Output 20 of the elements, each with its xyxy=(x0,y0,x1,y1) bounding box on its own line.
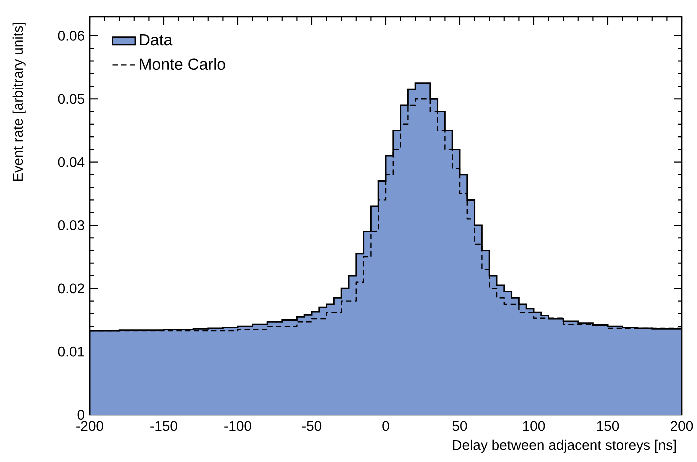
y-tick-label: 0.05 xyxy=(58,94,84,104)
x-tick-label: 100 xyxy=(523,421,546,432)
x-tick-label: 0 xyxy=(382,421,390,432)
x-axis-title: Delay between adjacent storeys [ns] xyxy=(453,440,676,453)
y-tick-label: 0.02 xyxy=(58,284,84,294)
x-tick-label: -150 xyxy=(150,421,178,432)
y-tick-label: 0.03 xyxy=(58,220,84,230)
x-tick-label: 200 xyxy=(671,421,694,432)
x-tick-label: 50 xyxy=(452,421,468,432)
y-tick-label: 0.04 xyxy=(58,157,85,168)
legend-label: Monte Carlo xyxy=(140,58,226,70)
legend-label: Data xyxy=(140,34,173,46)
y-axis-title: Event rate [arbitrary units] xyxy=(12,22,26,182)
x-tick-label: 150 xyxy=(597,421,620,432)
x-tick-label: -50 xyxy=(302,421,322,432)
y-tick-label: 0.01 xyxy=(58,346,84,357)
x-tick-label: -100 xyxy=(224,421,252,432)
y-tick-label: 0.06 xyxy=(58,31,84,41)
x-tick-label: -200 xyxy=(76,421,104,432)
y-tick-label: 0 xyxy=(78,410,85,420)
